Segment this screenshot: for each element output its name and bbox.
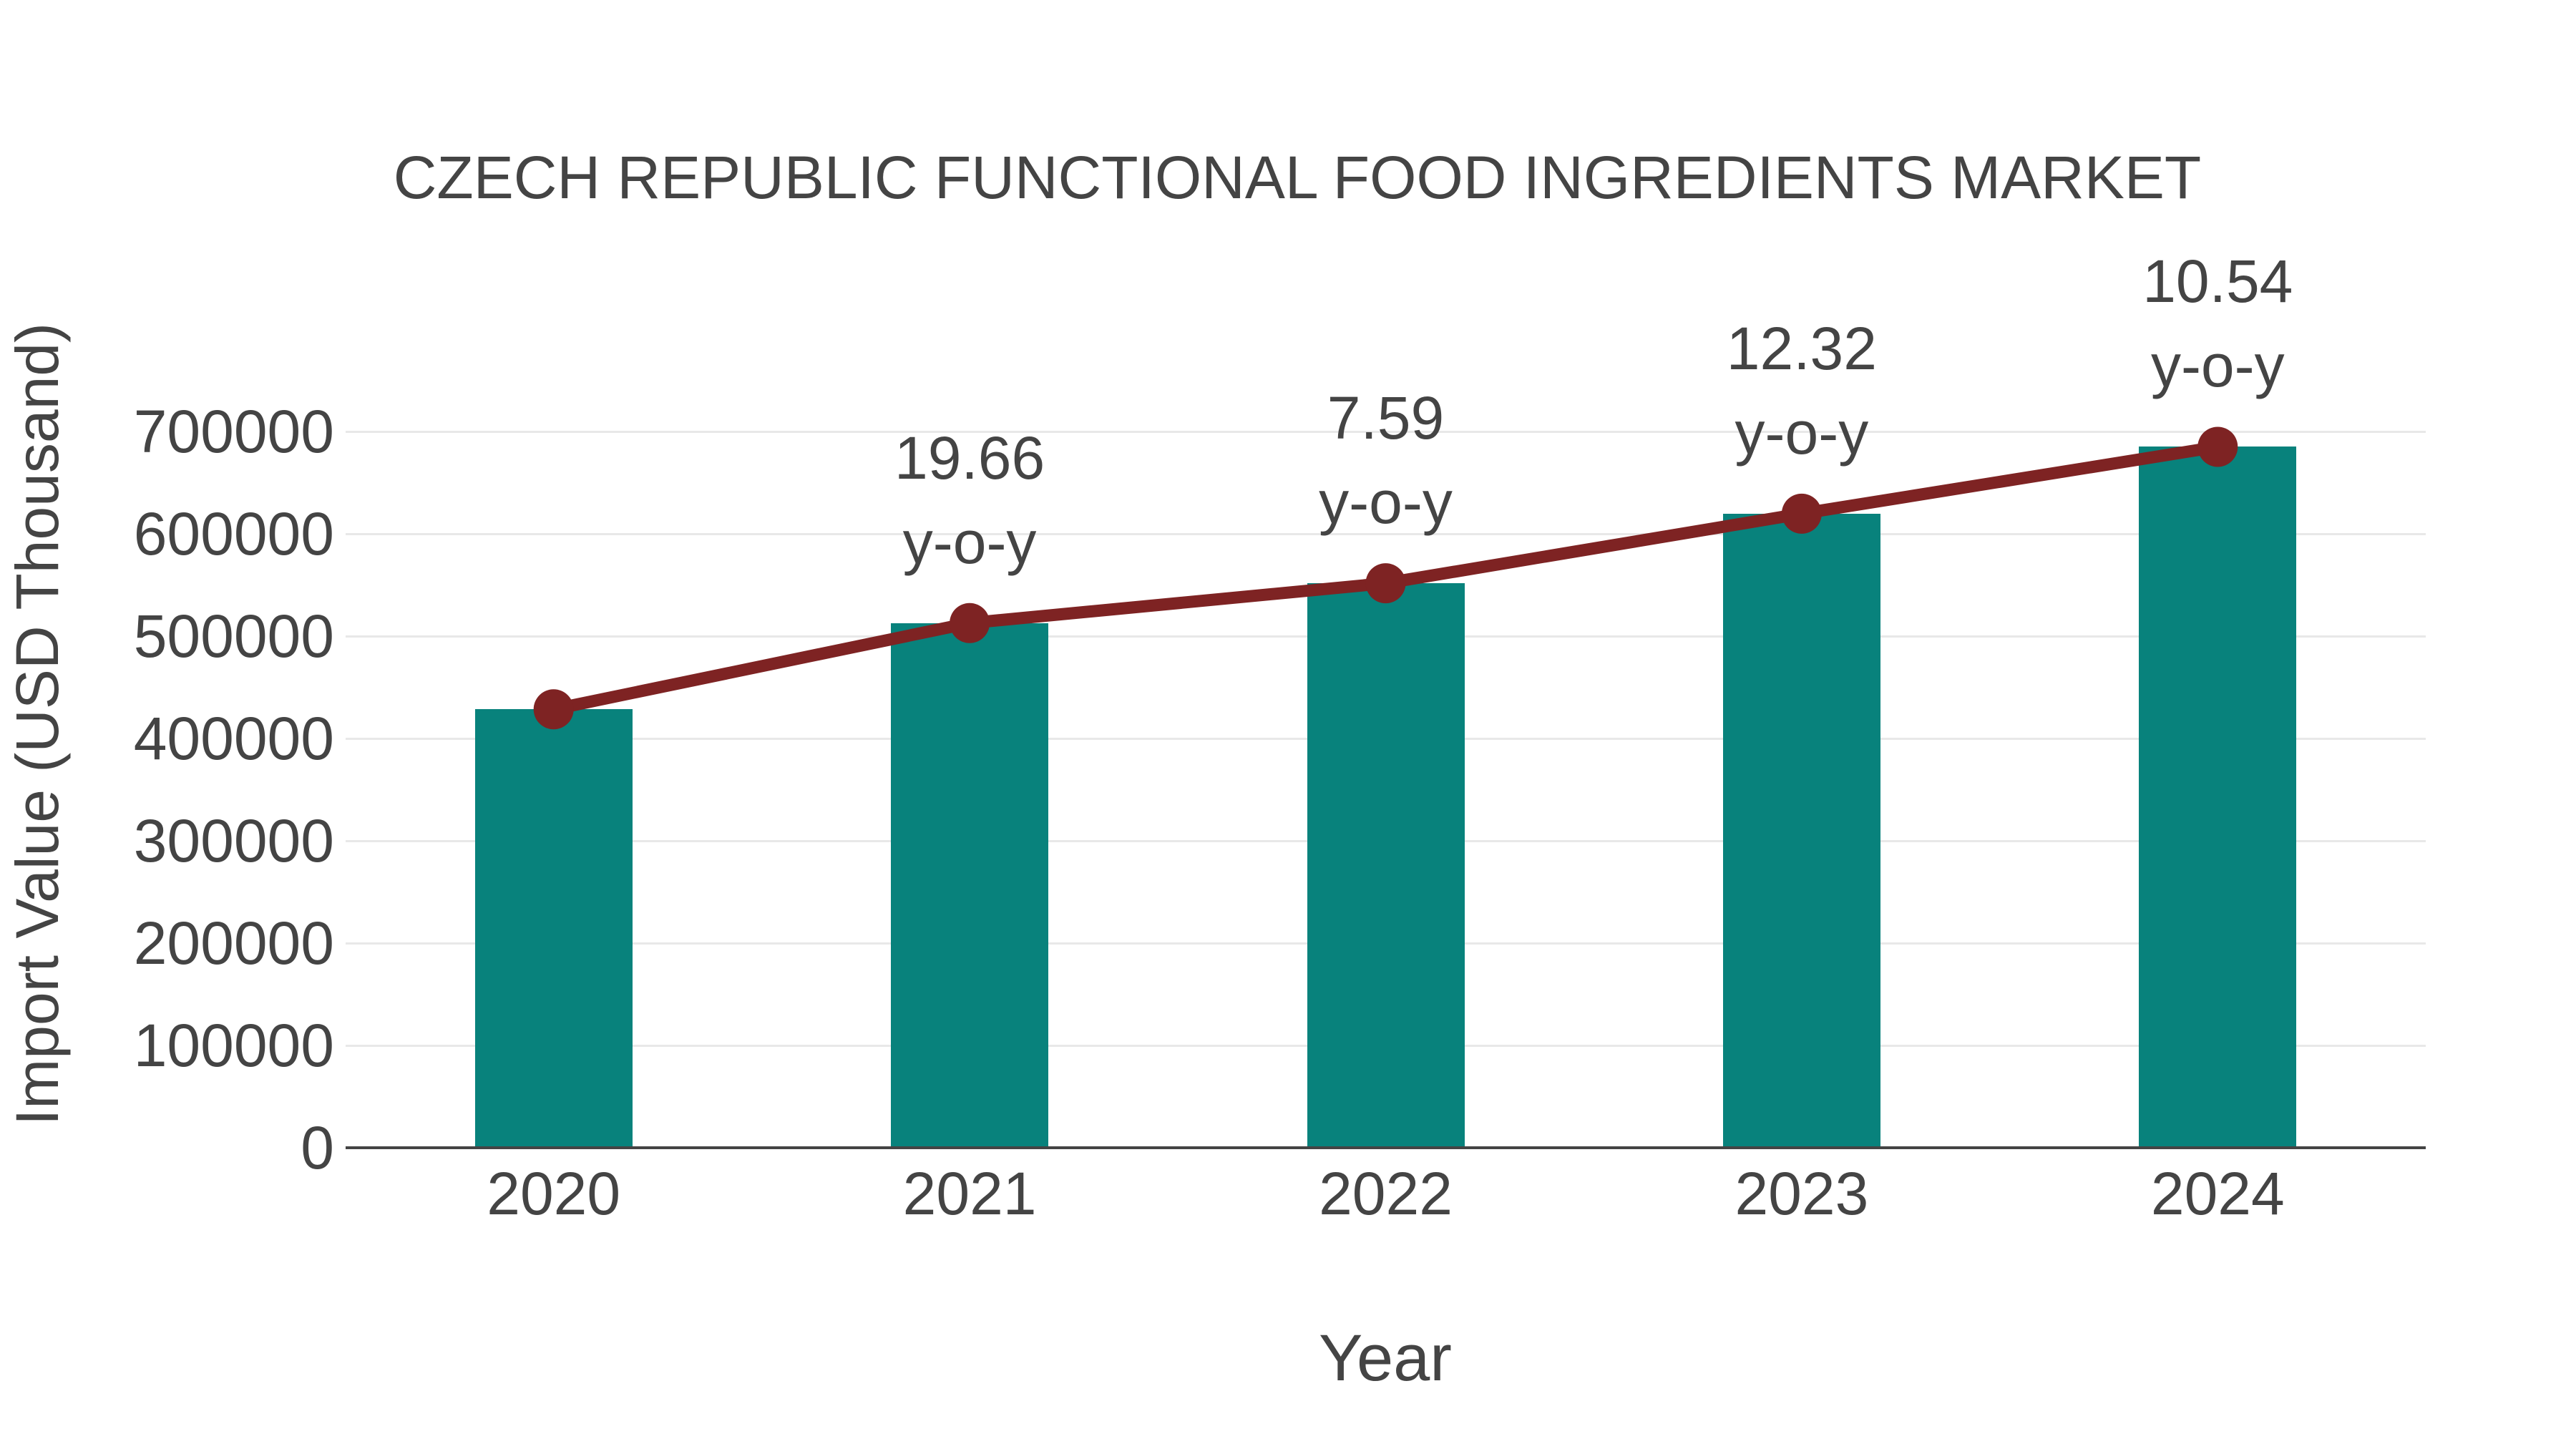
y-tick-label: 600000 bbox=[133, 500, 334, 567]
gridline bbox=[346, 430, 2426, 433]
data-point-marker-2023 bbox=[1781, 493, 1822, 534]
bar-2020 bbox=[474, 709, 633, 1148]
annotation-label-2024: y-o-y bbox=[2150, 332, 2285, 400]
x-tick-label: 2022 bbox=[1319, 1160, 1453, 1227]
annotation-value-2023: 12.32 bbox=[1726, 314, 1877, 382]
y-tick-label: 400000 bbox=[133, 705, 334, 772]
annotation-label-2022: y-o-y bbox=[1319, 469, 1453, 537]
annotation-label-2023: y-o-y bbox=[1735, 399, 1869, 467]
x-tick-label: 2024 bbox=[2150, 1160, 2285, 1227]
y-tick-label: 200000 bbox=[133, 909, 334, 977]
y-tick-label: 500000 bbox=[133, 602, 334, 670]
chart-title: CZECH REPUBLIC FUNCTIONAL FOOD INGREDIEN… bbox=[393, 144, 2202, 211]
annotation-value-2021: 19.66 bbox=[894, 424, 1045, 492]
data-point-marker-2021 bbox=[950, 602, 990, 643]
annotation-label-2021: y-o-y bbox=[902, 508, 1037, 576]
bar-2024 bbox=[2139, 447, 2297, 1148]
data-point-marker-2024 bbox=[2197, 426, 2238, 467]
x-axis-line bbox=[346, 1146, 2426, 1149]
y-tick-label: 700000 bbox=[133, 398, 334, 465]
x-tick-label: 2023 bbox=[1735, 1160, 1869, 1227]
data-point-marker-2020 bbox=[533, 689, 574, 730]
bar-2022 bbox=[1307, 583, 1465, 1148]
annotation-value-2022: 7.59 bbox=[1327, 384, 1445, 452]
annotation-value-2024: 10.54 bbox=[2142, 248, 2293, 316]
gridline bbox=[346, 532, 2426, 535]
data-point-marker-2022 bbox=[1365, 563, 1406, 604]
y-tick-label: 100000 bbox=[133, 1012, 334, 1079]
bar-2021 bbox=[891, 623, 1049, 1148]
x-axis-title: Year bbox=[1319, 1322, 1452, 1395]
y-tick-label: 0 bbox=[301, 1114, 334, 1181]
y-tick-label: 300000 bbox=[133, 807, 334, 874]
bar-2023 bbox=[1722, 513, 1880, 1148]
x-tick-label: 2021 bbox=[902, 1160, 1037, 1227]
x-tick-label: 2020 bbox=[487, 1160, 621, 1227]
